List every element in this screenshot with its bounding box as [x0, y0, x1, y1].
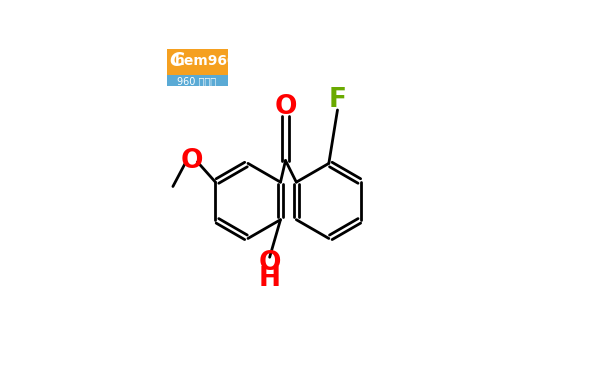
- Text: O: O: [180, 147, 203, 174]
- Text: 960 化工网: 960 化工网: [177, 76, 217, 86]
- Text: O: O: [258, 250, 281, 276]
- Text: C: C: [169, 51, 184, 70]
- Text: O: O: [274, 93, 297, 120]
- Bar: [167, 50, 227, 75]
- Text: hem960.com: hem960.com: [175, 54, 275, 68]
- Text: H: H: [259, 266, 281, 292]
- Bar: [167, 75, 227, 86]
- Text: F: F: [329, 87, 347, 113]
